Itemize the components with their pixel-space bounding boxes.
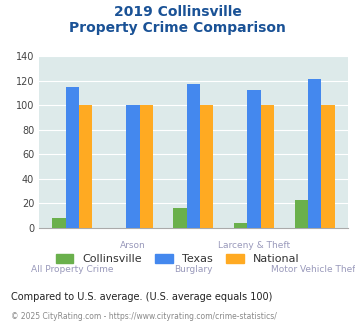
Bar <box>187 84 200 228</box>
Bar <box>234 223 247 228</box>
Bar <box>79 105 92 228</box>
Bar <box>295 200 308 228</box>
Text: © 2025 CityRating.com - https://www.cityrating.com/crime-statistics/: © 2025 CityRating.com - https://www.city… <box>11 312 277 321</box>
Bar <box>200 105 213 228</box>
Bar <box>261 105 274 228</box>
Bar <box>247 90 261 228</box>
Text: Motor Vehicle Theft: Motor Vehicle Theft <box>271 265 355 275</box>
Text: Compared to U.S. average. (U.S. average equals 100): Compared to U.S. average. (U.S. average … <box>11 292 272 302</box>
Text: All Property Crime: All Property Crime <box>31 265 114 275</box>
Bar <box>174 208 187 228</box>
Legend: Collinsville, Texas, National: Collinsville, Texas, National <box>54 252 301 267</box>
Text: Property Crime Comparison: Property Crime Comparison <box>69 21 286 35</box>
Bar <box>140 105 153 228</box>
Bar <box>308 80 321 228</box>
Text: Burglary: Burglary <box>174 265 213 275</box>
Text: 2019 Collinsville: 2019 Collinsville <box>114 5 241 19</box>
Text: Larceny & Theft: Larceny & Theft <box>218 242 290 250</box>
Text: Arson: Arson <box>120 242 146 250</box>
Bar <box>66 87 79 228</box>
Bar <box>126 105 140 228</box>
Bar <box>53 218 66 228</box>
Bar <box>321 105 334 228</box>
